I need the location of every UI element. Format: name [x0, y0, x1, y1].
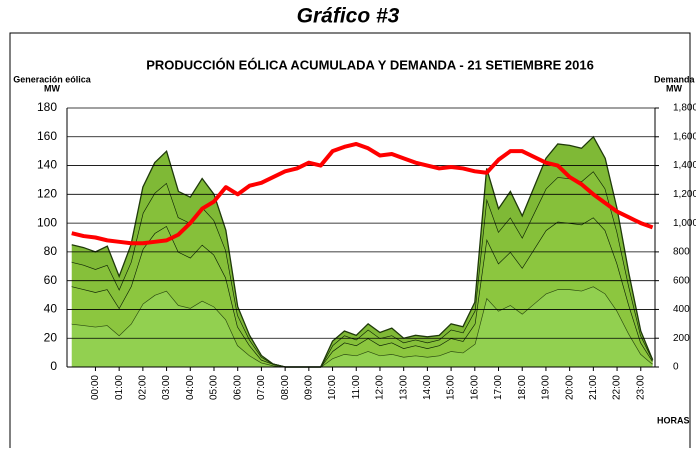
y2-tick-label: 1,600: [673, 131, 696, 142]
y-tick-label: 100: [37, 215, 57, 229]
y2-tick-label: 1,400: [673, 160, 696, 171]
y2-tick-label: 1,200: [673, 189, 696, 200]
x-tick-label: 09:00: [303, 375, 314, 400]
y2-axis-label: Demanda: [654, 74, 696, 84]
y2-tick-label: 400: [673, 304, 690, 315]
y-tick-label: 60: [44, 273, 58, 287]
x-tick-label: 04:00: [185, 375, 196, 400]
x-axis-label: HORAS: [657, 415, 690, 425]
y2-tick-label: 1,000: [673, 218, 696, 229]
x-tick-label: 13:00: [398, 375, 409, 400]
x-tick-label: 12:00: [375, 375, 386, 400]
y-tick-label: 180: [37, 100, 57, 114]
x-tick-label: 06:00: [232, 375, 243, 400]
y2-tick-label: 1,800: [673, 103, 696, 114]
y-axis-label: Generación eólica: [13, 74, 92, 84]
y2-axis-unit: MW: [666, 83, 682, 93]
x-tick-label: 18:00: [517, 375, 528, 400]
stacked-area: [71, 286, 653, 367]
chart-frame: [9, 32, 691, 453]
x-tick-label: 11:00: [351, 375, 362, 400]
stacked-area: [71, 136, 653, 367]
y2-tick-label: 200: [673, 333, 690, 344]
x-tick-label: 10:00: [327, 375, 338, 400]
x-tick-label: 14:00: [422, 375, 433, 400]
x-tick-label: 03:00: [161, 375, 172, 400]
demand-line: [71, 141, 654, 246]
x-tick-label: 00:00: [90, 375, 101, 400]
x-tick-label: 15:00: [446, 375, 457, 400]
y-tick-label: 140: [37, 158, 57, 172]
area-edge: [71, 135, 654, 368]
x-tick-label: 16:00: [469, 375, 480, 400]
y-axis-unit: MW: [44, 83, 60, 93]
stacked-area: [71, 171, 653, 367]
x-tick-label: 05:00: [209, 375, 220, 400]
x-tick-label: 01:00: [114, 375, 125, 400]
x-tick-label: 19:00: [541, 375, 552, 400]
y-tick-label: 40: [44, 302, 58, 316]
stacked-area: [71, 217, 653, 367]
y-tick-label: 160: [37, 129, 57, 143]
y-tick-label: 20: [44, 330, 58, 344]
x-tick-label: 23:00: [635, 375, 646, 400]
x-tick-label: 17:00: [493, 375, 504, 400]
x-tick-label: 20:00: [564, 375, 575, 400]
y2-tick-label: 600: [673, 275, 690, 286]
y2-tick-label: 0: [673, 362, 679, 373]
page-title: Gráfico #3: [297, 5, 400, 28]
y-tick-label: 0: [50, 359, 57, 373]
y2-tick-label: 800: [673, 247, 690, 258]
y-tick-label: 80: [44, 244, 58, 258]
x-tick-label: 08:00: [280, 375, 291, 400]
x-tick-label: 22:00: [612, 375, 623, 400]
x-tick-label: 02:00: [138, 375, 149, 400]
chart-title: PRODUCCIÓN EÓLICA ACUMULADA Y DEMANDA - …: [146, 57, 594, 72]
x-tick-label: 21:00: [588, 375, 599, 400]
x-tick-label: 07:00: [256, 375, 267, 400]
y-tick-label: 120: [37, 187, 57, 201]
